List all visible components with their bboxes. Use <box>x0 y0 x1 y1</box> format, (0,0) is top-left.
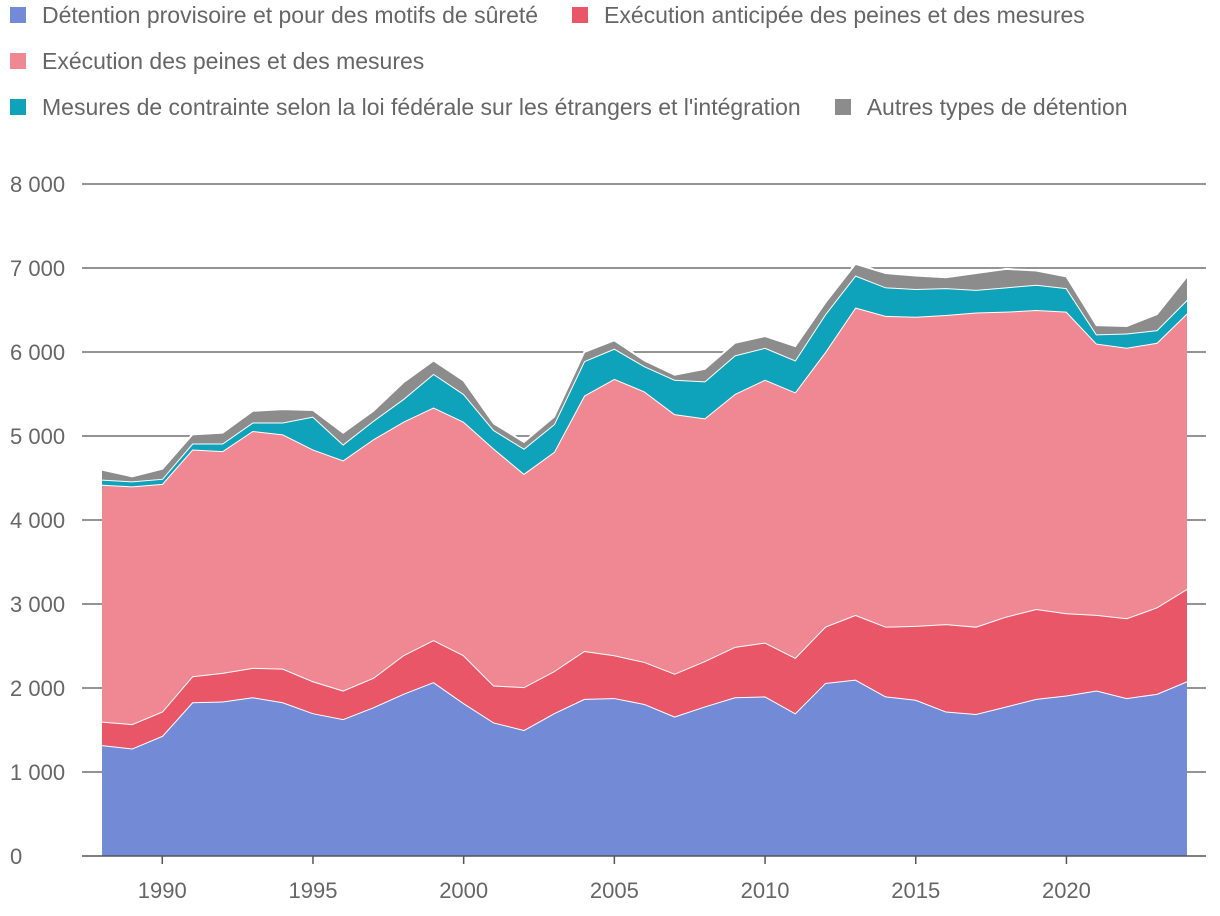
legend-item-execution-anticipee[interactable]: Exécution anticipée des peines et des me… <box>572 2 1085 29</box>
legend-row: Exécution des peines et des mesures <box>10 38 1210 84</box>
legend-item-detention-provisoire[interactable]: Détention provisoire et pour des motifs … <box>10 2 538 29</box>
area-edge-5 <box>101 262 1188 478</box>
y-tick-label: 3 000 <box>10 592 65 617</box>
x-tick-label: 2010 <box>741 878 790 903</box>
x-tick-label: 2015 <box>891 878 940 903</box>
area-series <box>101 262 1188 856</box>
legend-label: Autres types de détention <box>866 93 1128 120</box>
legend-swatch <box>10 53 26 69</box>
y-tick-label: 7 000 <box>10 256 65 281</box>
legend-item-autres-types[interactable]: Autres types de détention <box>834 93 1128 121</box>
x-tick-label: 2005 <box>590 878 639 903</box>
y-tick-label: 4 000 <box>10 508 65 533</box>
legend-swatch <box>834 99 851 115</box>
legend: Détention provisoire et pour des motifs … <box>10 0 1210 130</box>
area-3 <box>102 307 1187 725</box>
area-1 <box>102 679 1187 856</box>
legend-swatch <box>10 99 26 115</box>
legend-row: Détention provisoire et pour des motifs … <box>10 0 1210 38</box>
legend-label: Exécution anticipée des peines et des me… <box>604 1 1085 28</box>
y-axis-labels: 0 1 000 2 000 3 000 4 000 5 000 6 000 7 000 8 00… <box>10 172 65 869</box>
x-tick-label: 1990 <box>138 878 187 903</box>
legend-swatch <box>572 7 589 23</box>
y-tick-label: 1 000 <box>10 760 65 785</box>
x-axis <box>82 855 1206 864</box>
x-axis-labels: 1990 1995 2000 2005 2010 2015 2020 <box>138 878 1091 903</box>
area-4 <box>102 275 1187 487</box>
legend-label: Mesures de contrainte selon la loi fédér… <box>42 93 801 120</box>
legend-item-execution-peines[interactable]: Exécution des peines et des mesures <box>10 48 424 75</box>
area-2 <box>102 588 1187 749</box>
y-tick-label: 6 000 <box>10 340 65 365</box>
legend-row: Mesures de contrainte selon la loi fédér… <box>10 84 1210 130</box>
x-tick-label: 1995 <box>288 878 337 903</box>
y-tick-label: 8 000 <box>10 172 65 197</box>
x-tick-label: 2000 <box>439 878 488 903</box>
legend-label: Exécution des peines et des mesures <box>42 47 425 74</box>
y-tick-label: 5 000 <box>10 424 65 449</box>
legend-swatch <box>10 7 26 23</box>
legend-label: Détention provisoire et pour des motifs … <box>42 1 539 28</box>
x-tick-label: 2020 <box>1042 878 1091 903</box>
y-tick-label: 0 <box>10 844 22 869</box>
legend-item-mesures-contrainte[interactable]: Mesures de contrainte selon la loi fédér… <box>10 94 801 121</box>
y-tick-label: 2 000 <box>10 676 65 701</box>
